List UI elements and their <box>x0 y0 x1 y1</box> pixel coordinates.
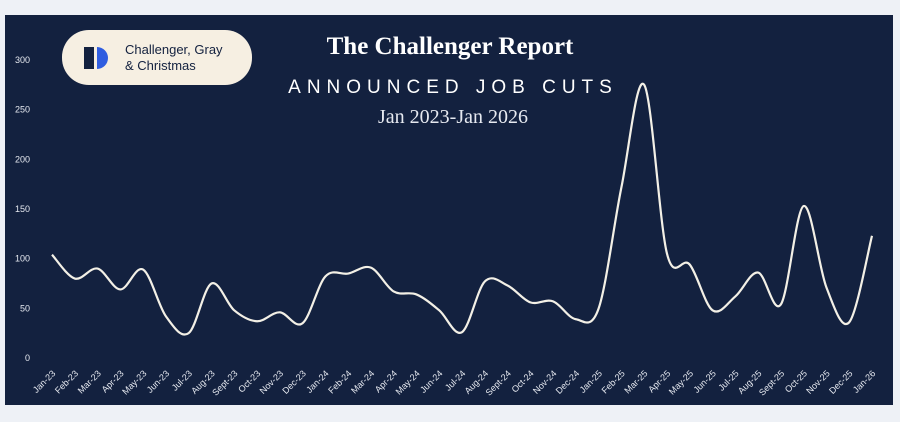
y-tick-label: 100 <box>15 254 30 264</box>
y-tick-label: 200 <box>15 154 30 164</box>
logo-mark <box>84 47 94 69</box>
line <box>51 82 874 336</box>
y-tick-label: 300 <box>15 55 30 65</box>
chart-title: The Challenger Report <box>327 33 574 60</box>
chart-subtitle: ANNOUNCED JOB CUTS <box>288 77 618 98</box>
chart-period: Jan 2023-Jan 2026 <box>378 106 528 128</box>
y-tick-label: 50 <box>20 303 30 313</box>
logo-text: & Christmas <box>125 58 196 73</box>
y-tick-label: 250 <box>15 105 30 115</box>
logo-text: Challenger, Gray <box>125 42 223 57</box>
logo-badge <box>62 30 252 85</box>
logo-mark <box>97 47 108 69</box>
y-tick-label: 0 <box>25 353 30 363</box>
y-tick-label: 150 <box>15 204 30 214</box>
